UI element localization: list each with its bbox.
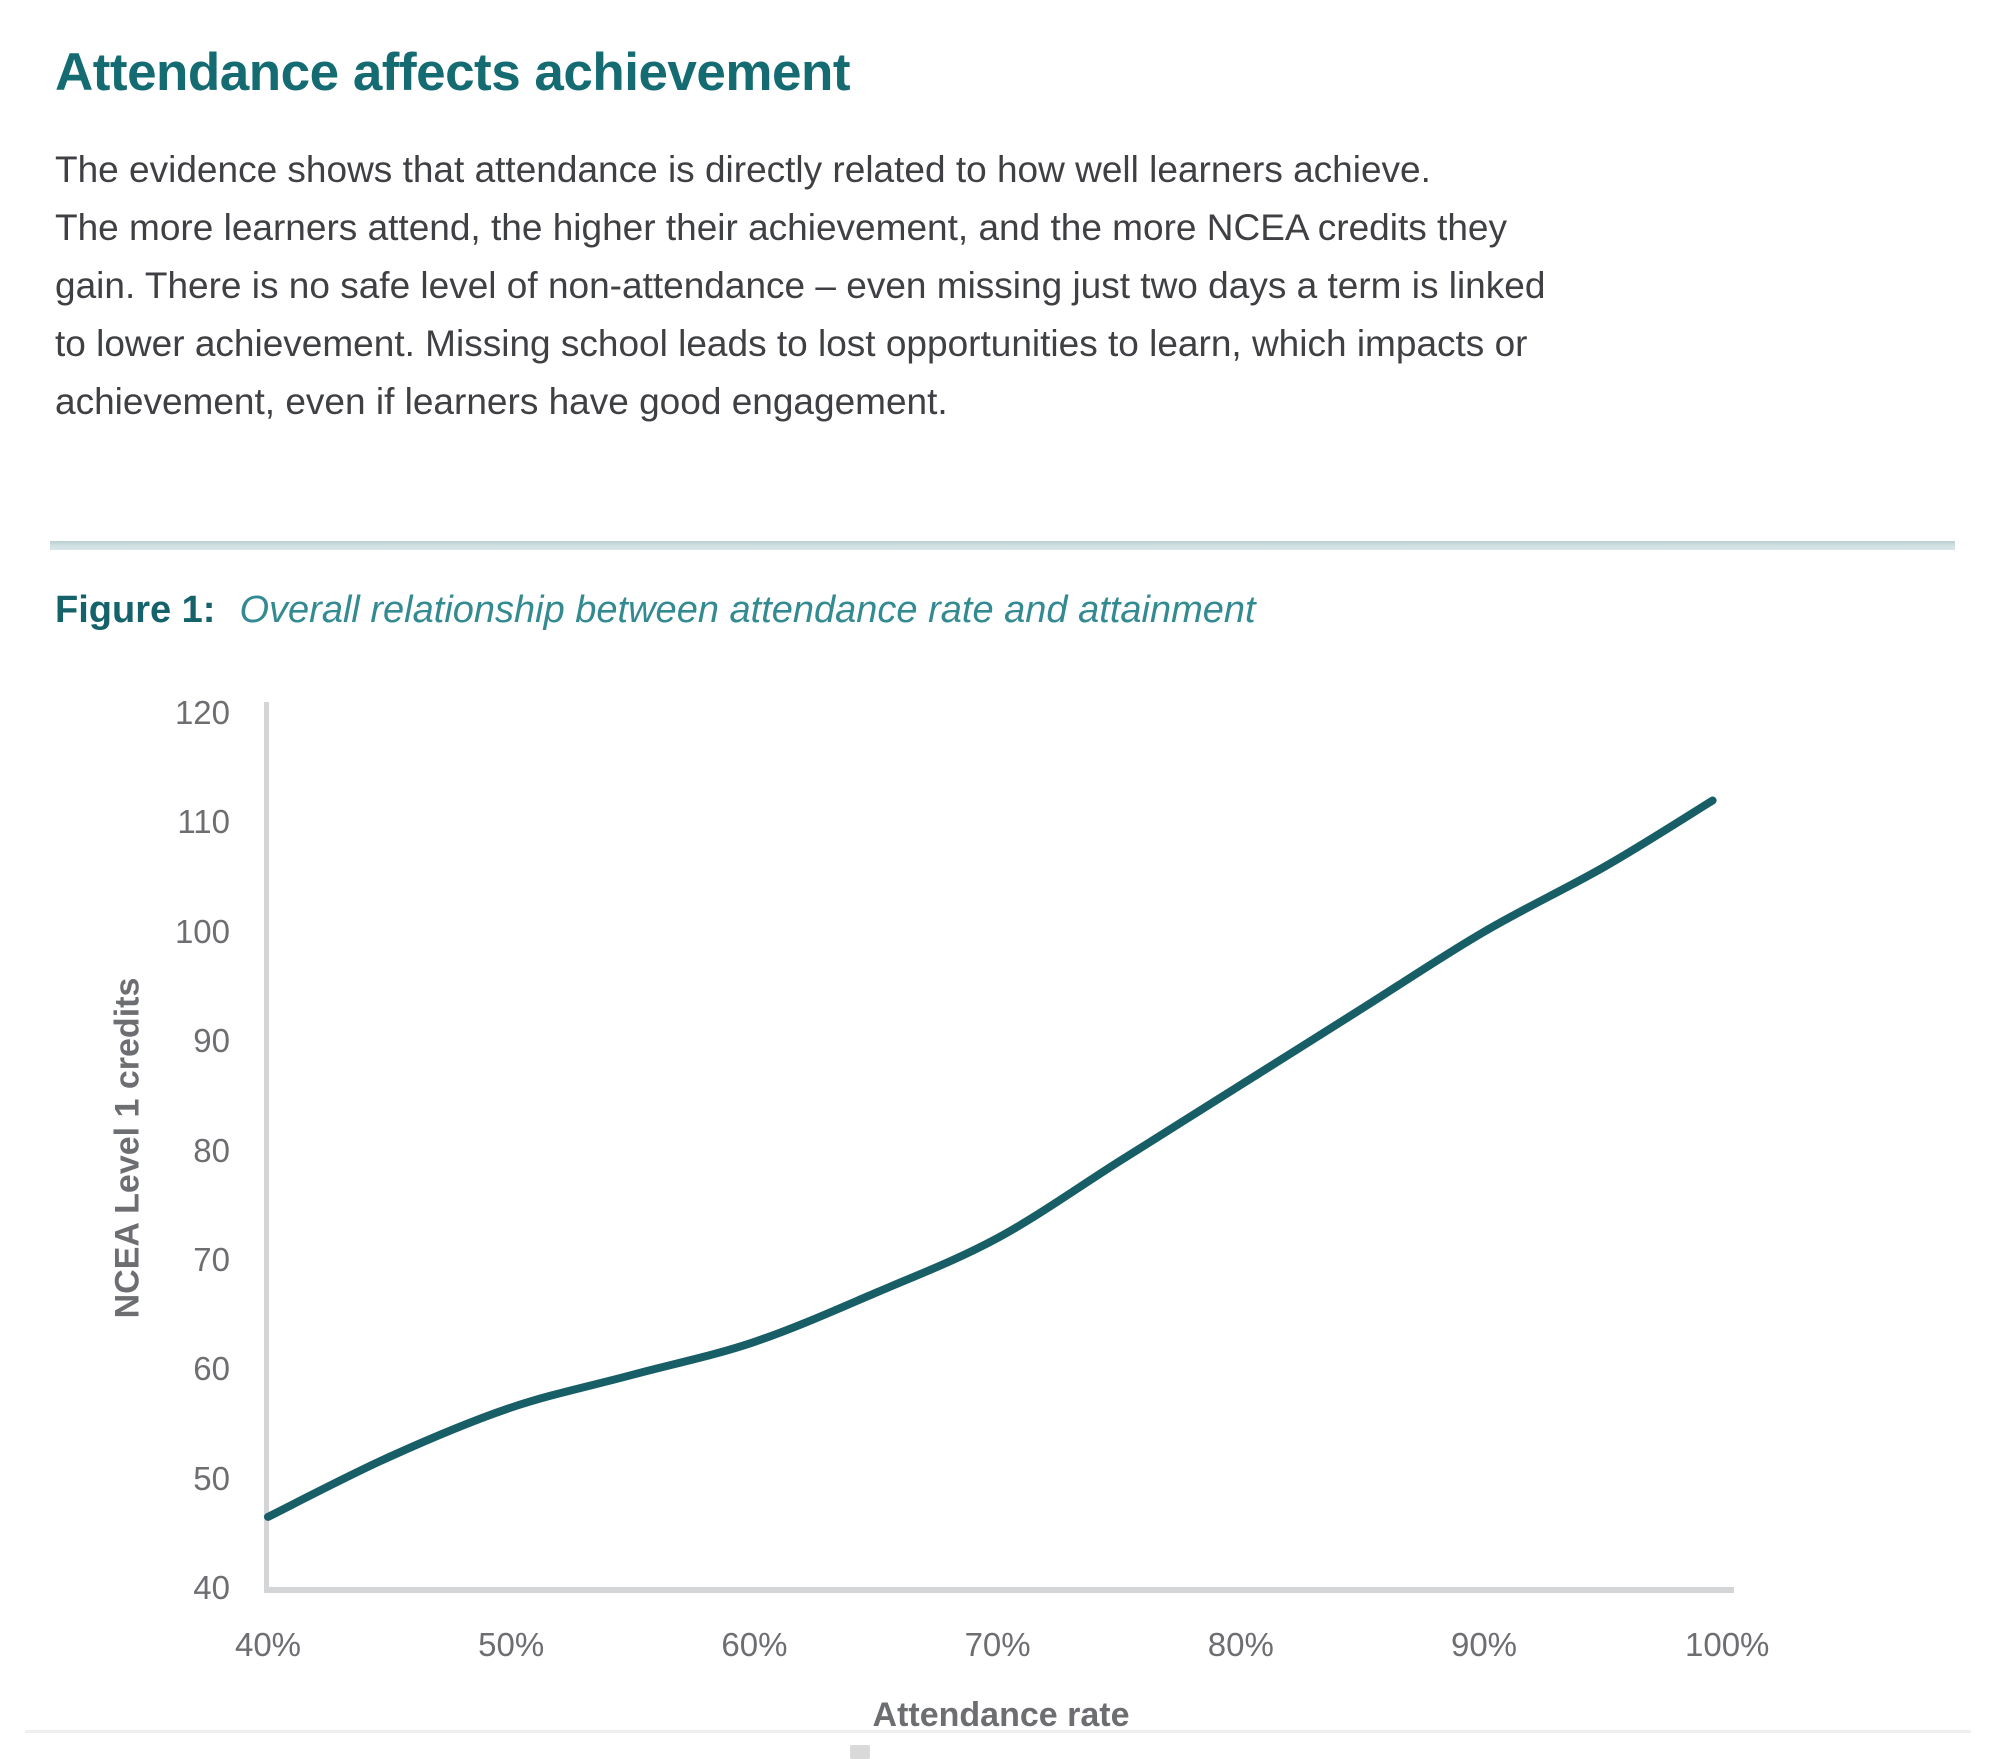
section-divider bbox=[50, 541, 1955, 550]
cut-off-gray-square bbox=[850, 1745, 870, 1759]
x-axis-title: Attendance rate bbox=[872, 1696, 1130, 1734]
paragraph-line: The more learners attend, the higher the… bbox=[55, 207, 1507, 248]
paragraph-line: to lower achievement. Missing school lea… bbox=[55, 323, 1528, 364]
x-tick-label: 80% bbox=[1207, 1626, 1274, 1663]
figure-caption-row: Figure 1: Overall relationship between at… bbox=[55, 589, 1256, 632]
y-tick-label: 70 bbox=[193, 1240, 230, 1278]
figure-caption-text: Overall relationship between attendance … bbox=[239, 589, 1256, 631]
paragraph-line: achievement, even if learners have good … bbox=[55, 381, 948, 422]
x-tick-label: 90% bbox=[1450, 1626, 1518, 1663]
y-tick-label: 110 bbox=[177, 803, 230, 841]
y-tick-label: 40 bbox=[193, 1569, 230, 1606]
y-tick-label: 120 bbox=[174, 694, 230, 731]
x-tick-label: 40% bbox=[234, 1626, 302, 1663]
y-tick-label: 60 bbox=[193, 1350, 230, 1388]
paragraph-line: The evidence shows that attendance is di… bbox=[55, 149, 1431, 190]
page-title: Attendance affects achievement bbox=[55, 43, 851, 102]
paragraph-line: gain. There is no safe level of non-atte… bbox=[55, 265, 1546, 306]
figure-number-label: Figure 1: bbox=[55, 589, 216, 631]
x-tick-label: 70% bbox=[964, 1626, 1031, 1663]
x-tick-label: 60% bbox=[721, 1626, 788, 1663]
y-tick-label: 80 bbox=[193, 1131, 230, 1169]
attendance-curve-path bbox=[264, 796, 1717, 1521]
page-bottom-rule bbox=[25, 1730, 1971, 1733]
y-tick-label: 50 bbox=[193, 1459, 230, 1497]
y-tick-label: 90 bbox=[193, 1022, 230, 1060]
x-tick-label: 50% bbox=[478, 1626, 545, 1663]
body-paragraph: The evidence shows that attendance is di… bbox=[55, 141, 1975, 431]
x-axis-line bbox=[264, 1587, 1734, 1593]
x-tick-label: 100% bbox=[1684, 1626, 1770, 1663]
y-tick-label: 100 bbox=[174, 912, 230, 950]
y-axis-line bbox=[264, 702, 269, 1593]
